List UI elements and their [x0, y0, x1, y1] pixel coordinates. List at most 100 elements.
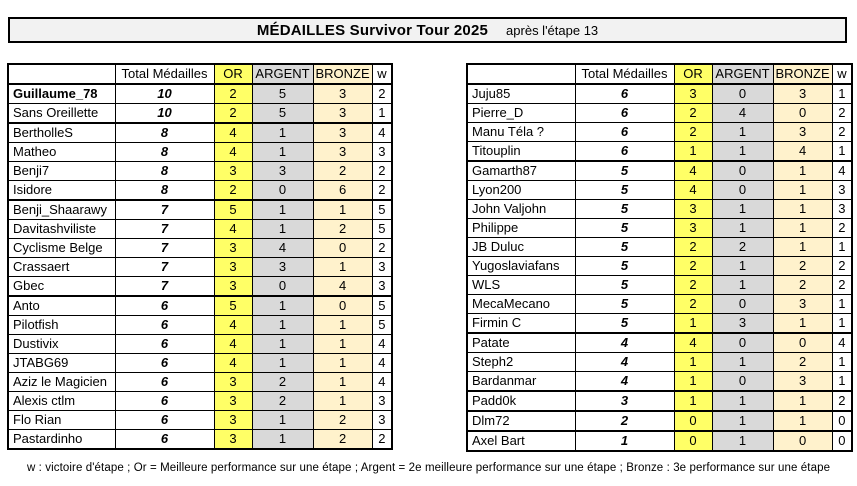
silver-count-cell: 4 [711, 103, 774, 123]
player-name-cell: Juju85 [466, 83, 576, 104]
gold-count-cell: 2 [673, 122, 713, 142]
player-name-cell: Manu Téla ? [466, 122, 576, 142]
silver-count-cell: 1 [251, 219, 314, 239]
table-row: Titouplin 6 1 1 4 1 [466, 141, 853, 162]
gold-count-cell: 4 [213, 315, 253, 335]
silver-count-cell: 1 [251, 142, 314, 162]
silver-count-cell: 0 [711, 371, 774, 392]
page-subtitle: après l'étape 13 [506, 22, 599, 38]
player-name-cell: Pierre_D [466, 103, 576, 123]
silver-count-cell: 5 [251, 103, 314, 124]
total-medals-cell: 6 [574, 103, 675, 123]
wins-count-cell: 1 [831, 141, 853, 162]
player-name-cell: Axel Bart [466, 430, 576, 452]
bronze-count-cell: 1 [772, 410, 833, 432]
silver-count-cell: 1 [711, 390, 774, 412]
bronze-count-cell: 3 [772, 83, 833, 104]
table-row: Dlm72 2 0 1 1 0 [466, 410, 853, 432]
table-row: Patate 4 4 0 0 4 [466, 332, 853, 353]
bronze-count-cell: 0 [772, 430, 833, 452]
table-row: Davitashviliste 7 4 1 2 5 [7, 219, 393, 239]
wins-count-cell: 4 [371, 353, 393, 373]
table-row: WLS 5 2 1 2 2 [466, 275, 853, 295]
table-row: JB Duluc 5 2 2 1 1 [466, 237, 853, 257]
player-name-cell: Crassaert [7, 257, 116, 277]
wins-count-cell: 5 [371, 295, 393, 316]
wins-count-cell: 5 [371, 199, 393, 220]
table-row: Benji_Shaarawy 7 5 1 1 5 [7, 199, 393, 220]
wins-count-cell: 3 [371, 142, 393, 162]
gold-count-cell: 1 [673, 313, 713, 334]
gold-count-cell: 4 [213, 353, 253, 373]
bronze-count-cell: 4 [772, 141, 833, 162]
wins-count-cell: 2 [831, 122, 853, 142]
gold-column-header: OR [673, 63, 713, 85]
gold-count-cell: 2 [213, 83, 253, 104]
wins-count-cell: 0 [831, 430, 853, 452]
total-medals-cell: 6 [114, 429, 215, 450]
table-row: Gbec 7 3 0 4 3 [7, 276, 393, 297]
gold-count-cell: 4 [673, 160, 713, 181]
table-row: Matheo 8 4 1 3 3 [7, 142, 393, 162]
silver-count-cell: 0 [251, 276, 314, 297]
table-row: Alexis ctlm 6 3 2 1 3 [7, 391, 393, 411]
silver-count-cell: 3 [251, 257, 314, 277]
wins-count-cell: 1 [831, 237, 853, 257]
wins-count-cell: 5 [371, 219, 393, 239]
player-name-cell: Pastardinho [7, 429, 116, 450]
wins-count-cell: 4 [371, 372, 393, 392]
player-name-cell: Philippe [466, 218, 576, 238]
player-name-cell: Firmin C [466, 313, 576, 334]
silver-count-cell: 1 [251, 353, 314, 373]
gold-count-cell: 5 [213, 199, 253, 220]
wins-count-cell: 1 [831, 83, 853, 104]
bronze-count-cell: 3 [772, 122, 833, 142]
total-medals-cell: 8 [114, 122, 215, 143]
wins-count-cell: 2 [371, 161, 393, 181]
total-medals-cell: 6 [114, 353, 215, 373]
table-row: Lyon200 5 4 0 1 3 [466, 180, 853, 200]
gold-count-cell: 3 [673, 218, 713, 238]
total-medals-cell: 5 [574, 199, 675, 219]
silver-count-cell: 1 [711, 256, 774, 276]
silver-count-cell: 0 [711, 332, 774, 353]
bronze-count-cell: 1 [312, 199, 373, 220]
table-row: Pierre_D 6 2 4 0 2 [466, 103, 853, 123]
silver-count-cell: 0 [711, 160, 774, 181]
total-medals-cell: 1 [574, 430, 675, 452]
silver-count-cell: 1 [251, 334, 314, 354]
table-row: JTABG69 6 4 1 1 4 [7, 353, 393, 373]
player-name-cell: Davitashviliste [7, 219, 116, 239]
bronze-count-cell: 6 [312, 180, 373, 201]
table-row: Crassaert 7 3 3 1 3 [7, 257, 393, 277]
gold-count-cell: 3 [213, 257, 253, 277]
bronze-column-header: BRONZE [312, 63, 373, 85]
wins-count-cell: 2 [371, 238, 393, 258]
gold-count-cell: 3 [213, 410, 253, 430]
player-name-cell: Gamarth87 [466, 160, 576, 181]
wins-count-cell: 4 [371, 122, 393, 143]
wins-count-cell: 1 [831, 294, 853, 314]
total-column-header: Total Médailles [114, 63, 215, 85]
table-row: Yugoslaviafans 5 2 1 2 2 [466, 256, 853, 276]
bronze-count-cell: 1 [312, 391, 373, 411]
silver-count-cell: 5 [251, 83, 314, 104]
wins-count-cell: 3 [371, 276, 393, 297]
silver-count-cell: 1 [251, 429, 314, 450]
silver-count-cell: 2 [711, 237, 774, 257]
silver-count-cell: 1 [251, 199, 314, 220]
bronze-count-cell: 3 [312, 103, 373, 124]
wins-count-cell: 1 [831, 313, 853, 334]
player-name-cell: BertholleS [7, 122, 116, 143]
table-row: Padd0k 3 1 1 1 2 [466, 390, 853, 412]
wins-column-header: w [831, 63, 853, 85]
bronze-count-cell: 0 [312, 238, 373, 258]
total-medals-cell: 7 [114, 257, 215, 277]
gold-count-cell: 2 [673, 103, 713, 123]
total-medals-cell: 4 [574, 371, 675, 392]
total-medals-cell: 6 [114, 410, 215, 430]
total-medals-cell: 5 [574, 275, 675, 295]
total-medals-cell: 6 [574, 122, 675, 142]
silver-count-cell: 4 [251, 238, 314, 258]
wins-count-cell: 4 [371, 334, 393, 354]
